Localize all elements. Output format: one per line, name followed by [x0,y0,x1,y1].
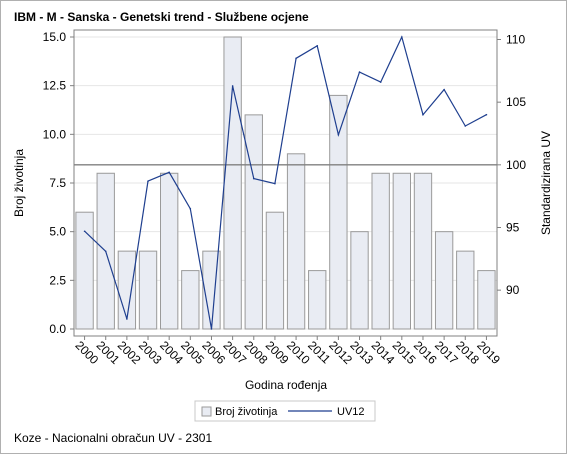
y2-axis-title: Standardizirana UV [539,131,553,235]
uv12-point [485,113,488,116]
uv12-point [168,171,170,174]
legend-frame [194,400,376,422]
bar [434,231,454,330]
y2-tick-label: 95 [506,220,520,234]
line-series [83,35,488,330]
x-axis-title: Godina rođenja [245,378,327,392]
bar [329,94,348,330]
grid-lines [74,36,497,330]
bar [392,172,411,330]
legend-bar-label: Broj životinja [215,406,278,418]
y2-tick-label: 90 [506,283,520,297]
uv12-point [295,57,297,60]
uv12-point [189,207,192,210]
bar-series [75,36,496,330]
uv12-point [147,180,149,182]
bar [477,270,496,330]
bar [181,270,200,330]
uv12-line [84,35,487,330]
y2-tick-label: 110 [506,33,525,47]
y2-axis-ticks: 90 95 100 105 110 [497,33,526,297]
bar [223,36,242,330]
x-axis-ticks: 2000200120022003200420052006200720082009… [72,336,503,367]
y-axis-title: Broj životinja [12,149,26,217]
y-tick-label: 0.0 [49,322,66,336]
y2-tick-label: 100 [506,158,526,172]
legend-bar-swatch [201,406,212,417]
bar [286,153,306,330]
uv12-point [464,125,467,127]
uv12-point [401,36,403,38]
bar [160,172,179,330]
uv12-point [316,44,319,47]
bar [244,114,263,330]
bar [413,172,433,330]
uv12-point [379,81,382,83]
y-axis-ticks: 0.0 2.5 5.0 7.5 10.0 12.5 15.0 [43,30,74,336]
bar [371,172,390,330]
y-tick-label: 12.5 [43,79,67,93]
bar [350,231,369,330]
uv12-point [443,88,445,91]
x-tick-label: 2000 [72,338,101,367]
uv12-point [83,230,86,233]
bar [456,250,475,330]
bar [265,211,285,330]
uv12-point [422,113,424,116]
bar [308,270,327,330]
y-tick-label: 5.0 [49,225,66,239]
uv12-point [337,133,340,136]
legend-line-label: UV12 [337,406,365,418]
bar [138,250,158,330]
legend: Broj životinja UV12 [194,400,376,422]
y-tick-label: 15.0 [43,30,67,44]
y-tick-label: 10.0 [43,127,67,141]
bar [75,211,94,330]
uv12-point [126,318,128,320]
uv12-point [252,177,255,180]
y2-tick-label: 105 [506,95,526,109]
uv12-point [104,250,107,253]
uv12-point [231,85,234,87]
chart-title: IBM - M - Sanska - Genetski trend - Služ… [14,10,309,24]
footnote: Koze - Nacionalni obračun UV - 2301 [14,431,213,445]
uv12-point [210,328,213,330]
y-tick-label: 2.5 [49,273,66,287]
y-tick-label: 7.5 [49,176,66,190]
uv12-point [358,71,361,73]
uv12-point [274,182,276,185]
